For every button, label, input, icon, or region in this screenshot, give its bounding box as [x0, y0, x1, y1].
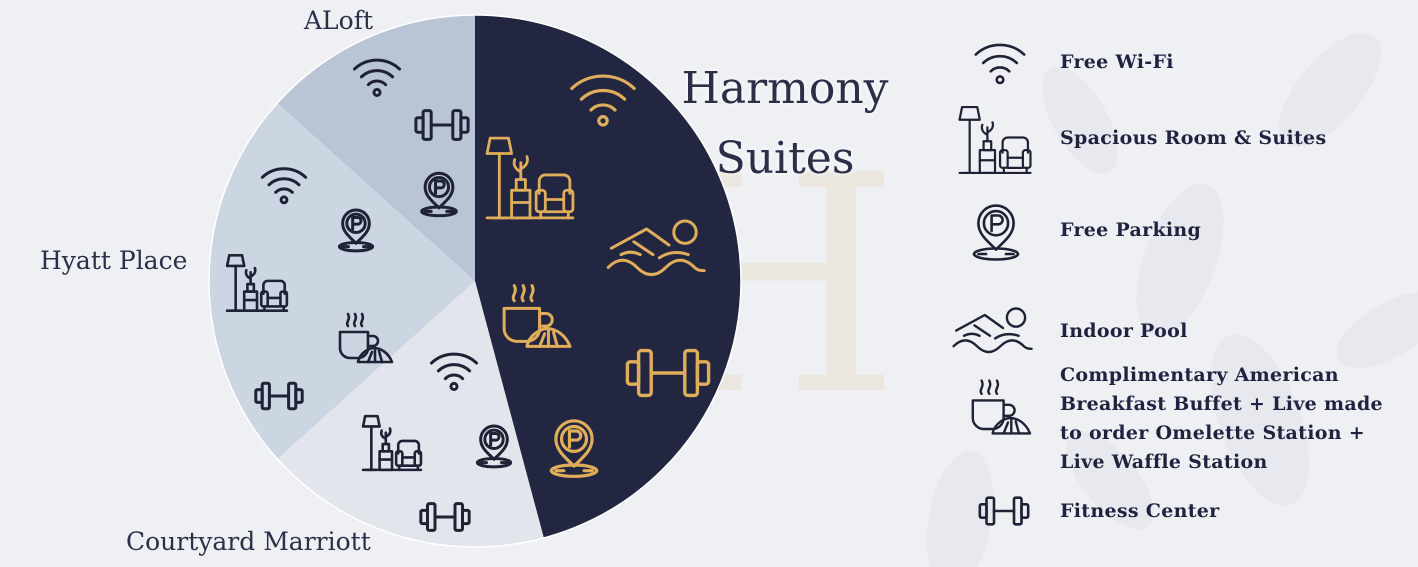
fitness-icon — [978, 496, 1030, 526]
parking-icon — [420, 171, 458, 218]
segment-label-hyatt-place: Hyatt Place — [40, 246, 188, 275]
amenity-label-fitness: Fitness Center — [1060, 497, 1220, 526]
segment-label-courtyard-marriott: Courtyard Marriott — [126, 527, 371, 556]
parking-icon — [972, 204, 1020, 261]
segment-label-aloft: ALoft — [304, 6, 374, 35]
amenity-label-line: Fitness Center — [1060, 500, 1220, 522]
leaf-shape — [1336, 291, 1418, 369]
amenity-label-wifi: Free Wi-Fi — [1060, 48, 1174, 77]
leaf-shape — [1041, 66, 1119, 174]
segment-courtyard-marriott — [277, 281, 544, 547]
room-icon — [225, 253, 289, 313]
amenity-label-line: Complimentary American — [1060, 364, 1339, 386]
room-icon — [958, 105, 1032, 175]
wifi-icon — [974, 43, 1026, 85]
room-icon — [361, 414, 423, 472]
amenity-label-parking: Free Parking — [1060, 216, 1201, 245]
leaf-shape — [926, 450, 994, 567]
fitness-icon — [254, 381, 304, 411]
wifi-icon — [352, 58, 402, 97]
breakfast-icon — [502, 284, 572, 348]
wifi-icon — [570, 74, 636, 127]
fitness-icon — [625, 348, 711, 398]
amenity-label-line: Indoor Pool — [1060, 320, 1188, 342]
fitness-icon — [414, 109, 470, 141]
leaf-shape — [1136, 183, 1224, 337]
amenity-label-pool: Indoor Pool — [1060, 317, 1188, 346]
wifi-icon — [260, 167, 308, 205]
parking-icon — [337, 208, 375, 253]
amenity-label-line: Free Parking — [1060, 219, 1202, 241]
parking-icon — [475, 424, 513, 469]
room-icon — [485, 136, 575, 220]
amenity-label-breakfast: Complimentary American Breakfast Buffet … — [1060, 361, 1383, 477]
pie-outline — [208, 14, 742, 548]
amenity-label-line: Live Waffle Station — [1060, 451, 1268, 473]
amenity-label-line: Free Wi-Fi — [1060, 51, 1174, 73]
segment-harmony-suites — [475, 15, 741, 538]
segment-label-harmony-line2: Suites — [715, 133, 855, 184]
fitness-icon — [419, 502, 471, 532]
amenity-label-room: Spacious Room & Suites — [1060, 124, 1326, 153]
pool-icon — [952, 307, 1033, 354]
segment-label-harmony-line1: Harmony — [681, 63, 889, 114]
parking-icon — [549, 419, 599, 478]
wifi-icon — [429, 352, 479, 391]
amenity-label-line: to order Omelette Station + — [1060, 422, 1365, 444]
pool-icon — [606, 219, 706, 277]
breakfast-icon — [971, 379, 1032, 435]
breakfast-icon — [338, 312, 394, 364]
leaf-shape — [1211, 334, 1309, 506]
leaf-shape — [1278, 32, 1382, 148]
amenity-label-line: Breakfast Buffet + Live made — [1060, 393, 1383, 415]
leaf-shape — [1066, 430, 1154, 530]
amenity-label-line: Spacious Room & Suites — [1060, 127, 1327, 149]
